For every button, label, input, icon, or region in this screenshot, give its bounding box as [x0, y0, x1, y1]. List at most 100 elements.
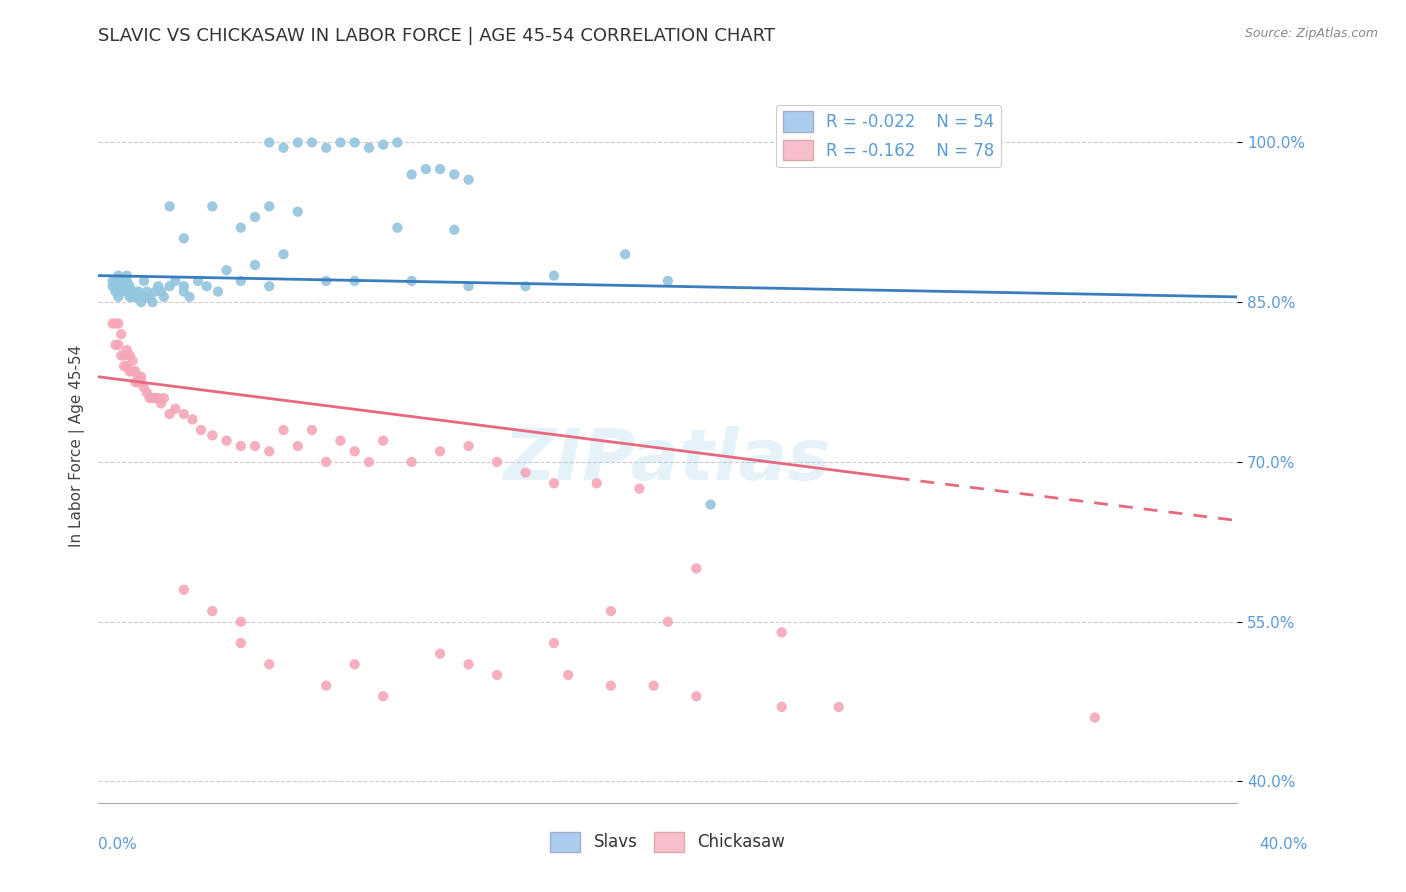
Point — [585, 476, 607, 491]
Point — [173, 231, 195, 245]
Point — [486, 668, 509, 682]
Point — [457, 439, 479, 453]
Point — [373, 137, 395, 152]
Point — [373, 434, 395, 448]
Point — [138, 290, 160, 304]
Point — [287, 136, 309, 150]
Point — [153, 290, 176, 304]
Point — [259, 444, 281, 458]
Point — [115, 359, 138, 373]
Point — [135, 385, 157, 400]
Point — [173, 407, 195, 421]
Point — [104, 338, 127, 352]
Point — [543, 476, 565, 491]
Point — [115, 285, 138, 299]
Point — [201, 199, 224, 213]
Point — [127, 369, 149, 384]
Point — [1084, 710, 1107, 724]
Point — [115, 279, 138, 293]
Point — [181, 412, 204, 426]
Point — [124, 375, 146, 389]
Point — [429, 162, 451, 177]
Point — [118, 290, 141, 304]
Point — [243, 210, 266, 224]
Point — [201, 604, 224, 618]
Point — [315, 679, 337, 693]
Point — [127, 285, 149, 299]
Point — [429, 444, 451, 458]
Point — [273, 423, 295, 437]
Point — [373, 690, 395, 704]
Point — [685, 690, 707, 704]
Point — [287, 439, 309, 453]
Point — [150, 285, 173, 299]
Point — [357, 141, 380, 155]
Point — [685, 561, 707, 575]
Point — [343, 444, 366, 458]
Point — [121, 353, 143, 368]
Point — [118, 349, 141, 363]
Point — [515, 466, 537, 480]
Point — [107, 279, 129, 293]
Point — [115, 343, 138, 358]
Point — [828, 700, 851, 714]
Point — [141, 295, 163, 310]
Point — [207, 285, 229, 299]
Point — [148, 279, 170, 293]
Point — [273, 141, 295, 155]
Point — [195, 279, 218, 293]
Point — [115, 274, 138, 288]
Point — [329, 434, 352, 448]
Point — [132, 290, 155, 304]
Text: ZIPatlas: ZIPatlas — [505, 425, 831, 495]
Point — [443, 168, 465, 182]
Point — [259, 279, 281, 293]
Point — [387, 136, 409, 150]
Text: 40.0%: 40.0% — [1260, 837, 1308, 852]
Point — [515, 279, 537, 293]
Point — [107, 290, 129, 304]
Point — [614, 247, 637, 261]
Point — [229, 274, 252, 288]
Y-axis label: In Labor Force | Age 45-54: In Labor Force | Age 45-54 — [69, 345, 84, 547]
Point — [173, 279, 195, 293]
Point — [118, 364, 141, 378]
Point — [132, 274, 155, 288]
Point — [343, 657, 366, 672]
Text: Source: ZipAtlas.com: Source: ZipAtlas.com — [1244, 27, 1378, 40]
Point — [543, 636, 565, 650]
Point — [129, 295, 152, 310]
Point — [557, 668, 579, 682]
Point — [259, 199, 281, 213]
Point — [287, 204, 309, 219]
Point — [215, 434, 238, 448]
Point — [173, 582, 195, 597]
Point — [124, 290, 146, 304]
Point — [543, 268, 565, 283]
Point — [329, 136, 352, 150]
Point — [699, 498, 721, 512]
Point — [243, 258, 266, 272]
Point — [159, 279, 181, 293]
Point — [401, 168, 423, 182]
Point — [107, 268, 129, 283]
Point — [643, 679, 665, 693]
Point — [121, 290, 143, 304]
Point — [138, 391, 160, 405]
Point — [159, 199, 181, 213]
Point — [107, 338, 129, 352]
Point — [229, 220, 252, 235]
Point — [387, 220, 409, 235]
Point — [104, 285, 127, 299]
Point — [110, 327, 132, 342]
Point — [145, 391, 167, 405]
Point — [357, 455, 380, 469]
Text: 0.0%: 0.0% — [98, 837, 138, 852]
Point — [121, 364, 143, 378]
Point — [129, 375, 152, 389]
Point — [229, 615, 252, 629]
Point — [135, 285, 157, 299]
Point — [129, 369, 152, 384]
Point — [112, 279, 135, 293]
Point — [115, 268, 138, 283]
